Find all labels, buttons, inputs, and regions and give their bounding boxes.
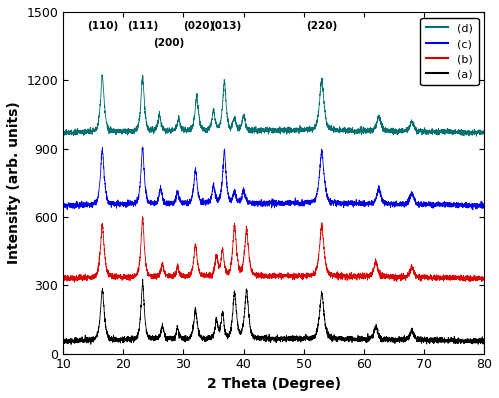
Text: (110): (110) — [87, 21, 118, 31]
Text: (111): (111) — [127, 21, 158, 31]
X-axis label: 2 Theta (Degree): 2 Theta (Degree) — [207, 377, 341, 391]
Y-axis label: Intensity (arb. units): Intensity (arb. units) — [7, 101, 21, 264]
Text: (220): (220) — [306, 21, 337, 31]
Text: (013): (013) — [210, 21, 241, 31]
Legend: (d), (c), (b), (a): (d), (c), (b), (a) — [420, 18, 479, 85]
Text: (200): (200) — [153, 38, 184, 49]
Text: (020): (020) — [183, 21, 214, 31]
